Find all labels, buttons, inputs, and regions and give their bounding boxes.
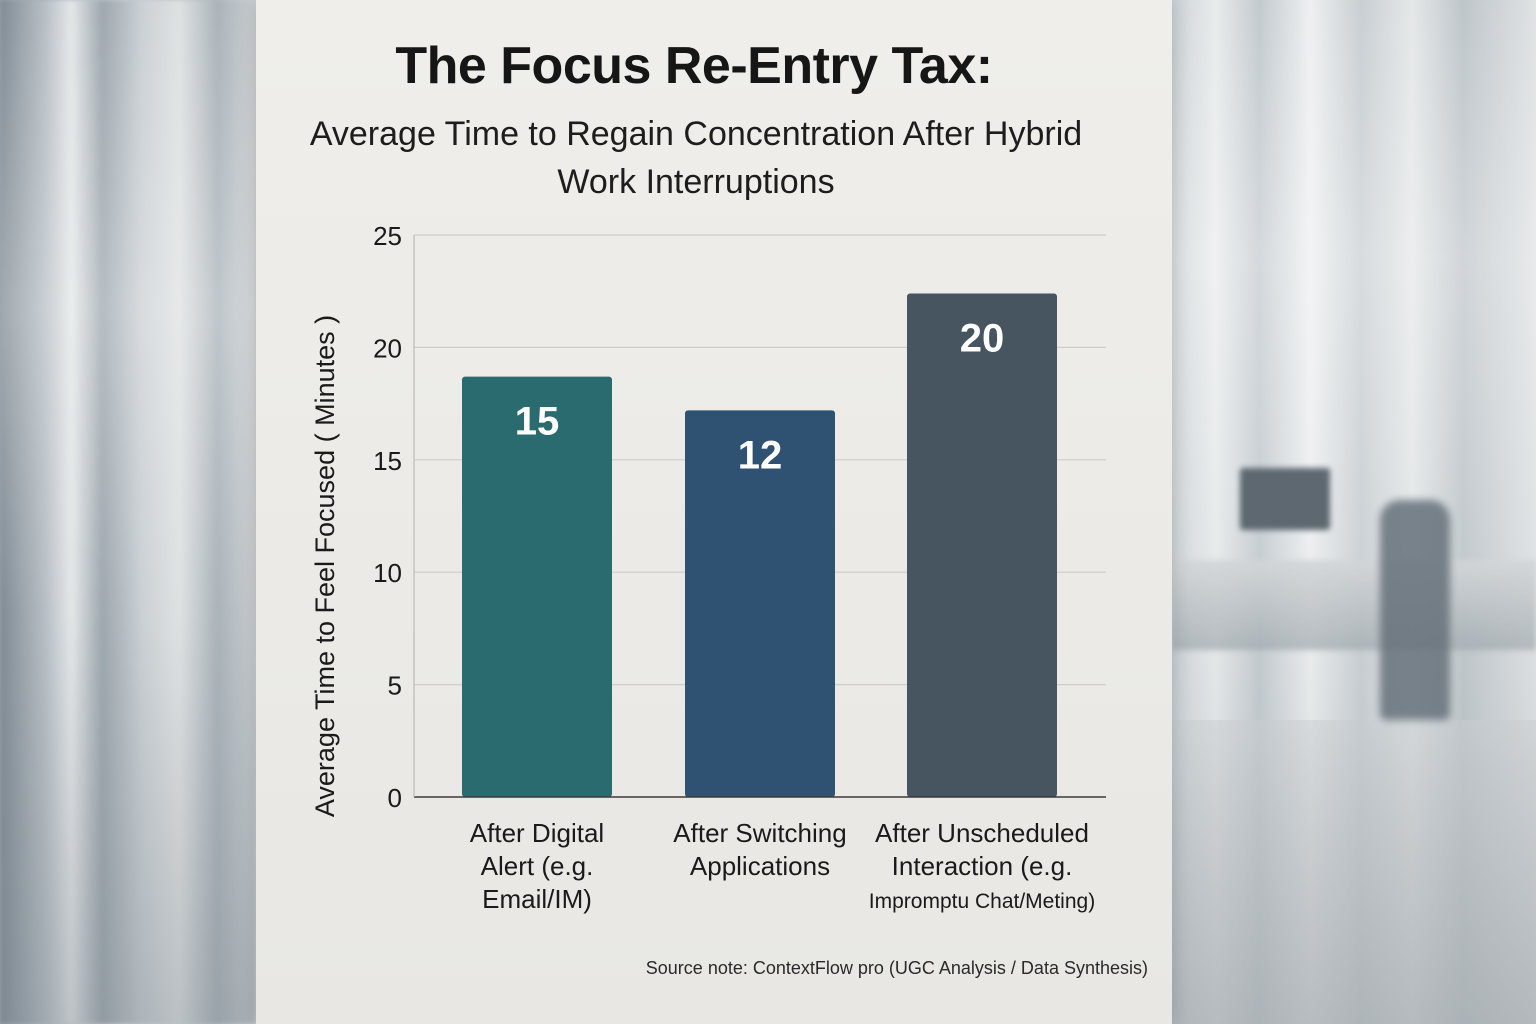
y-tick-label: 0: [388, 783, 402, 813]
x-category-label: After Switching: [673, 818, 846, 848]
source-note: Source note: ContextFlow pro (UGC Analys…: [645, 958, 1148, 978]
x-category-label: After Digital: [470, 818, 604, 848]
bar: [907, 293, 1057, 797]
y-axis-title: Average Time to Feel Focused ( Minutes ): [310, 315, 340, 817]
x-category-label: Applications: [690, 851, 830, 881]
x-category-label: Alert (e.g.: [481, 851, 594, 881]
y-axis-ticks: 0 5 10 15 20 25: [373, 221, 402, 813]
data-labels: 15 12 20: [515, 316, 1005, 477]
x-category-label: Interaction (e.g.: [892, 851, 1073, 881]
bar-data-label: 15: [515, 400, 560, 444]
x-category-label: Impromptu Chat/Meting): [869, 890, 1095, 913]
y-tick-label: 10: [373, 558, 402, 588]
x-category-label: Email/IM): [482, 884, 592, 914]
y-tick-label: 15: [373, 446, 402, 476]
chart-title: The Focus Re-Entry Tax:: [395, 37, 993, 95]
background-monitor: [1240, 468, 1330, 530]
chart-subtitle: Average Time to Regain Concentration Aft…: [309, 115, 1083, 201]
background-chair: [1380, 500, 1450, 720]
bar: [462, 376, 612, 797]
bar-data-label: 20: [960, 316, 1005, 360]
y-tick-label: 5: [388, 671, 402, 701]
bar-data-label: 12: [738, 433, 783, 477]
background-floor: [1172, 720, 1536, 1024]
chart-panel: The Focus Re-Entry Tax: Average Time to …: [256, 0, 1172, 1024]
background-desk: [1172, 560, 1536, 650]
y-tick-label: 25: [373, 221, 402, 251]
bar: [685, 410, 835, 797]
bars: [462, 293, 1057, 797]
x-category-label: After Unscheduled: [875, 818, 1089, 848]
background-left: [0, 0, 256, 1024]
y-tick-label: 20: [373, 333, 402, 363]
